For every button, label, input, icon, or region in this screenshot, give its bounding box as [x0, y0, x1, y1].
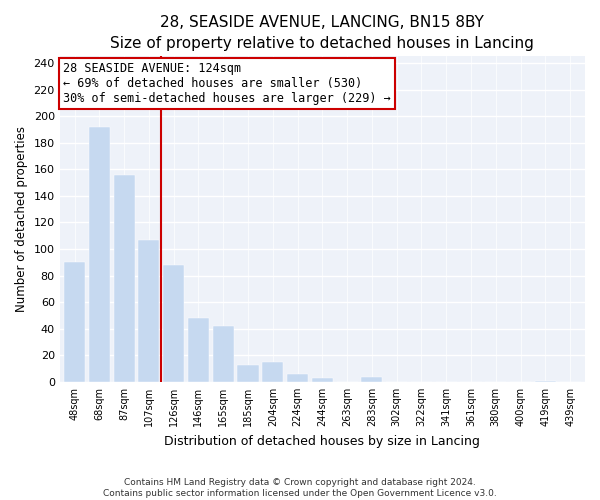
Bar	[238, 364, 259, 382]
Y-axis label: Number of detached properties: Number of detached properties	[15, 126, 28, 312]
X-axis label: Distribution of detached houses by size in Lancing: Distribution of detached houses by size …	[164, 434, 480, 448]
Bar	[535, 380, 556, 382]
Bar	[188, 318, 209, 382]
Bar	[163, 265, 184, 382]
Bar	[113, 174, 134, 382]
Bar	[312, 378, 333, 382]
Bar	[139, 240, 160, 382]
Bar	[361, 376, 382, 382]
Title: 28, SEASIDE AVENUE, LANCING, BN15 8BY
Size of property relative to detached hous: 28, SEASIDE AVENUE, LANCING, BN15 8BY Si…	[110, 15, 534, 51]
Bar	[89, 127, 110, 382]
Text: 28 SEASIDE AVENUE: 124sqm
← 69% of detached houses are smaller (530)
30% of semi: 28 SEASIDE AVENUE: 124sqm ← 69% of detac…	[64, 62, 391, 104]
Bar	[262, 362, 283, 382]
Text: Contains HM Land Registry data © Crown copyright and database right 2024.
Contai: Contains HM Land Registry data © Crown c…	[103, 478, 497, 498]
Bar	[212, 326, 234, 382]
Bar	[287, 374, 308, 382]
Bar	[64, 262, 85, 382]
